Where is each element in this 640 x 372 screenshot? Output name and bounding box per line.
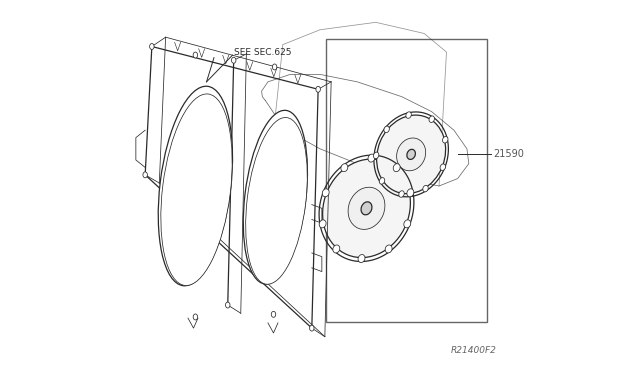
Ellipse shape [385, 245, 392, 253]
Ellipse shape [348, 187, 385, 230]
Ellipse shape [193, 314, 198, 320]
Ellipse shape [319, 220, 326, 228]
Ellipse shape [393, 164, 400, 171]
Ellipse shape [423, 185, 428, 192]
Ellipse shape [271, 311, 276, 317]
Ellipse shape [323, 189, 329, 197]
Ellipse shape [429, 116, 435, 122]
Ellipse shape [161, 94, 232, 286]
Ellipse shape [361, 202, 372, 215]
Text: 21590: 21590 [493, 150, 524, 159]
Ellipse shape [193, 52, 198, 58]
Bar [326, 39, 488, 322]
Ellipse shape [368, 154, 375, 162]
Ellipse shape [380, 178, 385, 184]
Ellipse shape [373, 152, 379, 158]
Ellipse shape [404, 220, 411, 228]
Ellipse shape [316, 86, 321, 92]
Ellipse shape [406, 112, 412, 118]
Ellipse shape [273, 64, 277, 70]
Ellipse shape [310, 325, 314, 331]
Ellipse shape [333, 245, 340, 253]
Text: R21400F2: R21400F2 [451, 346, 497, 355]
Ellipse shape [377, 115, 445, 194]
Ellipse shape [232, 57, 236, 63]
Ellipse shape [397, 138, 426, 171]
Ellipse shape [384, 126, 389, 132]
Ellipse shape [407, 189, 414, 197]
Ellipse shape [158, 86, 232, 286]
Ellipse shape [399, 191, 404, 197]
Ellipse shape [150, 44, 154, 49]
Ellipse shape [358, 254, 365, 263]
Ellipse shape [246, 118, 307, 284]
Ellipse shape [442, 137, 448, 143]
Text: SEE SEC.625: SEE SEC.625 [234, 48, 292, 57]
Ellipse shape [225, 302, 230, 308]
Ellipse shape [323, 159, 410, 257]
Ellipse shape [341, 164, 348, 172]
Ellipse shape [143, 172, 147, 178]
Ellipse shape [407, 149, 415, 160]
Ellipse shape [243, 110, 307, 284]
Ellipse shape [440, 164, 445, 170]
